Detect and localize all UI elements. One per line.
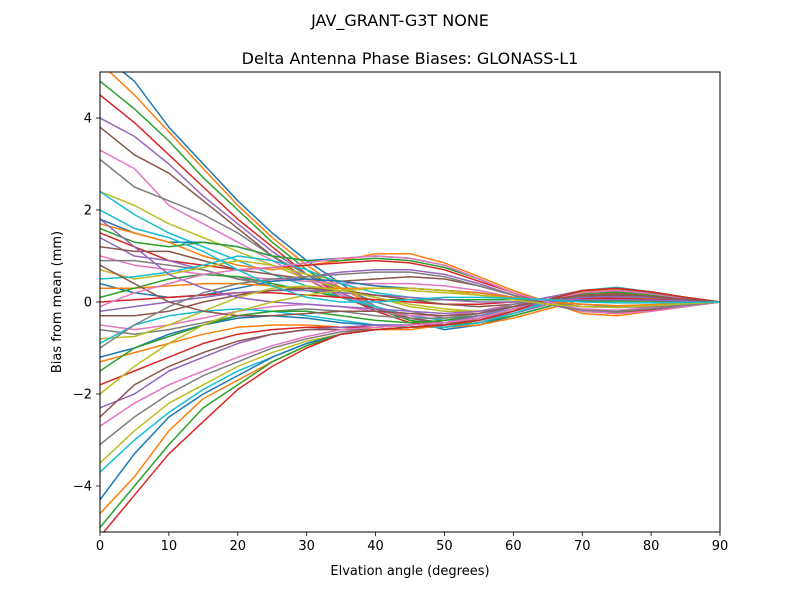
x-axis: 0 10 20 30 40 50 60 70 80 90 bbox=[96, 532, 728, 554]
x-axis-label: Elvation angle (degrees) bbox=[330, 564, 489, 579]
y-tick-label: 0 bbox=[84, 296, 92, 311]
x-tick-label: 10 bbox=[161, 539, 178, 554]
y-tick-label: −4 bbox=[73, 480, 92, 495]
series-line-47 bbox=[100, 255, 720, 315]
x-tick-label: 60 bbox=[505, 539, 522, 554]
x-tick-label: 30 bbox=[298, 539, 315, 554]
series-line-48 bbox=[100, 271, 720, 349]
series-line-49 bbox=[100, 287, 720, 395]
x-tick-label: 70 bbox=[574, 539, 591, 554]
x-tick-label: 80 bbox=[643, 539, 660, 554]
chart-title: Delta Antenna Phase Biases: GLONASS-L1 bbox=[242, 49, 579, 68]
y-tick-label: 2 bbox=[84, 204, 92, 219]
series-line-32 bbox=[100, 288, 720, 363]
series-line-44 bbox=[102, 287, 720, 532]
x-tick-label: 50 bbox=[436, 539, 453, 554]
x-tick-label: 90 bbox=[712, 539, 729, 554]
series-line-13 bbox=[100, 227, 720, 313]
series-line-12 bbox=[100, 223, 720, 317]
y-tick-label: 4 bbox=[84, 112, 92, 127]
x-tick-label: 40 bbox=[367, 539, 384, 554]
series-line-9 bbox=[100, 190, 720, 312]
y-axis-label: Bias from mean (mm) bbox=[50, 231, 65, 373]
chart-suptitle: JAV_GRANT-G3T NONE bbox=[310, 11, 489, 31]
y-axis: −4 −2 0 2 4 bbox=[73, 112, 100, 495]
x-tick-label: 0 bbox=[96, 539, 104, 554]
y-tick-label: −2 bbox=[73, 388, 92, 403]
series-line-24 bbox=[100, 292, 720, 306]
series-layer bbox=[100, 72, 720, 532]
series-line-50 bbox=[100, 209, 720, 304]
x-tick-label: 20 bbox=[230, 539, 247, 554]
series-line-37 bbox=[100, 289, 720, 427]
series-line-46 bbox=[100, 264, 720, 317]
series-line-25 bbox=[100, 289, 720, 312]
series-line-45 bbox=[100, 218, 720, 315]
